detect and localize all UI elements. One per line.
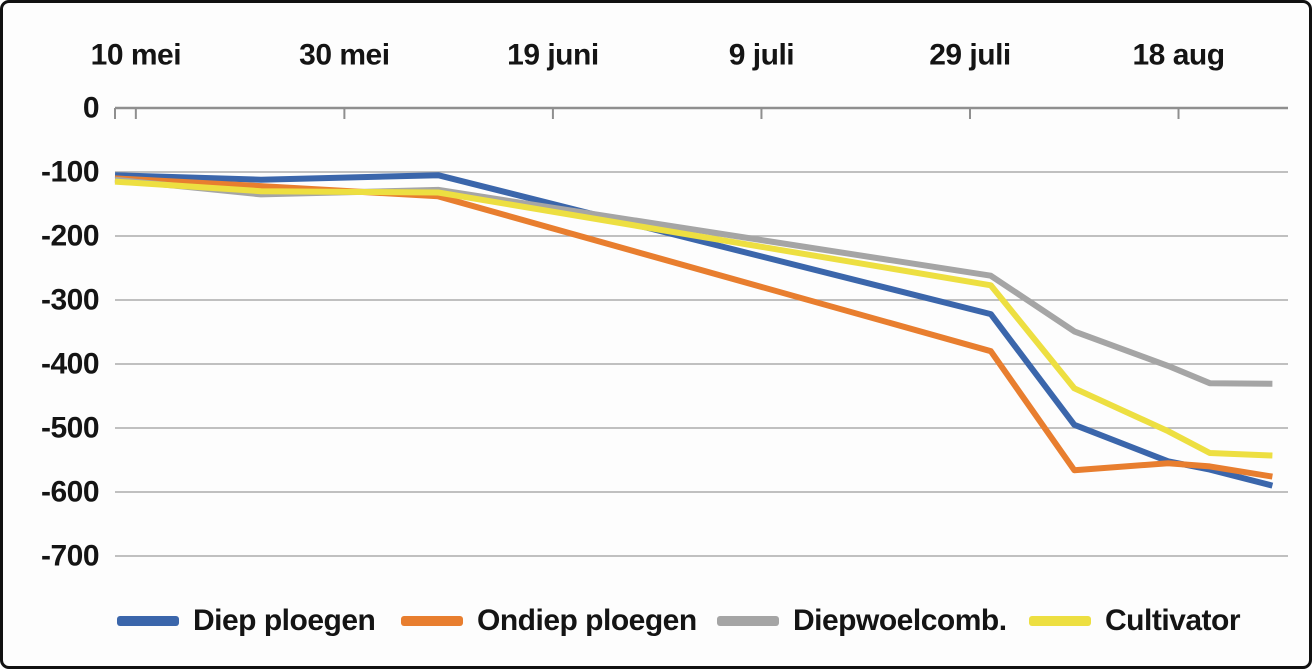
y-axis-label-0: 0 <box>83 92 99 125</box>
legend-swatch-cultivator <box>1029 616 1091 626</box>
y-axis-label--500: -500 <box>41 412 99 445</box>
series-line-diepwoelcomb <box>114 176 1273 387</box>
y-axis-label--700: -700 <box>41 540 99 573</box>
legend-item-diepwoelcomb: Diepwoelcomb. <box>717 603 1007 639</box>
x-axis-label-9-juli: 9 juli <box>729 39 794 72</box>
soil-moisture-line-chart: 10 mei 30 mei 19 juni 9 juli 29 juli 18 aug 0 -… <box>41 39 1288 573</box>
y-axis-label--400: -400 <box>41 348 99 381</box>
x-axis-label-10-mei: 10 mei <box>91 39 181 72</box>
series-line-diep-ploegen <box>114 172 1274 489</box>
x-axis-label-18-aug: 18 aug <box>1132 39 1224 72</box>
legend-label-ondiep-ploegen: Ondiep ploegen <box>477 604 697 637</box>
y-axis-label--100: -100 <box>41 156 99 189</box>
series-line-cultivator <box>114 178 1273 459</box>
y-axis-label--600: -600 <box>41 476 99 509</box>
y-axis-label--200: -200 <box>41 220 99 253</box>
x-axis-label-19-juni: 19 juni <box>507 39 599 72</box>
legend-item-ondiep-ploegen: Ondiep ploegen <box>401 603 697 639</box>
legend-label-diepwoelcomb: Diepwoelcomb. <box>793 604 1007 637</box>
series-line-ondiep-ploegen <box>114 175 1273 480</box>
legend-swatch-diepwoelcomb <box>717 616 779 626</box>
legend-label-diep-ploegen: Diep ploegen <box>193 604 376 637</box>
y-axis-label--300: -300 <box>41 284 99 317</box>
legend-item-cultivator: Cultivator <box>1029 603 1241 639</box>
legend-swatch-ondiep-ploegen <box>401 616 463 626</box>
x-axis-label-30-mei: 30 mei <box>299 39 389 72</box>
chart-legend: Diep ploegen Ondiep ploegen Diepwoelcomb. C… <box>3 603 1309 643</box>
legend-label-cultivator: Cultivator <box>1105 604 1241 637</box>
x-axis-label-29-juli: 29 juli <box>929 39 1011 72</box>
legend-item-diep-ploegen: Diep ploegen <box>117 603 376 639</box>
legend-swatch-diep-ploegen <box>117 616 179 626</box>
